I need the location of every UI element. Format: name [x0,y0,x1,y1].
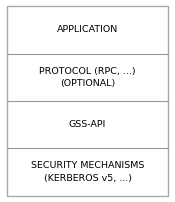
Text: APPLICATION: APPLICATION [57,25,118,34]
Text: SECURITY MECHANISMS
(KERBEROS v5, ...): SECURITY MECHANISMS (KERBEROS v5, ...) [31,161,144,183]
Text: PROTOCOL (RPC, ...)
(OPTIONAL): PROTOCOL (RPC, ...) (OPTIONAL) [39,66,136,88]
Text: GSS-API: GSS-API [69,120,106,129]
